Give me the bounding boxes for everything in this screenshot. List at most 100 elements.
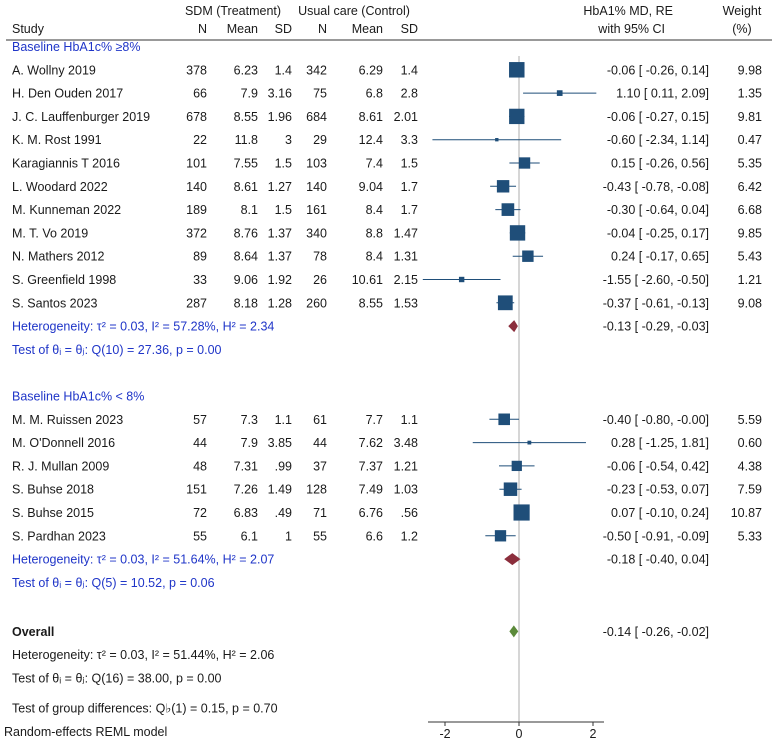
overall-test: Test of θᵢ = θⱼ: Q(16) = 38.00, p = 0.00: [12, 671, 222, 685]
treatment-sd: 1.27: [268, 180, 292, 194]
control-n: 26: [313, 273, 327, 287]
overall-label: Overall: [12, 625, 54, 639]
overall-diamond: [509, 625, 519, 638]
study-name: H. Den Ouden 2017: [12, 87, 123, 101]
effect-ci-text: -0.06 [ -0.54, 0.42]: [607, 459, 709, 473]
weight-value: 0.60: [738, 436, 762, 450]
weight-value: 9.08: [738, 296, 762, 310]
weight-value: 5.43: [738, 250, 762, 264]
control-mean: 7.4: [366, 157, 383, 171]
control-mean: 8.8: [366, 226, 383, 240]
weight-value: 1.35: [738, 87, 762, 101]
treatment-n: 678: [186, 110, 207, 124]
treatment-n: 48: [193, 459, 207, 473]
treatment-n: 55: [193, 529, 207, 543]
study-square: [497, 295, 513, 311]
axis-tick-label: 2: [590, 727, 597, 741]
study-name: S. Buhse 2015: [12, 506, 94, 520]
treatment-sd: 3: [285, 133, 292, 147]
control-sd: 1.03: [394, 483, 418, 497]
effect-ci-text: -1.55 [ -2.60, -0.50]: [603, 273, 709, 287]
control-n: 29: [313, 133, 327, 147]
treatment-mean: 6.1: [241, 529, 258, 543]
study-name: J. C. Lauffenburger 2019: [12, 110, 150, 124]
study-square: [501, 203, 515, 216]
effect-ci-text: 1.10 [ 0.11, 2.09]: [616, 87, 709, 101]
control-sd: 1.2: [401, 529, 418, 543]
treatment-sd: .49: [275, 506, 292, 520]
control-sd: 1.53: [394, 296, 418, 310]
treatment-sd: 1.5: [275, 157, 292, 171]
study-name: S. Greenfield 1998: [12, 273, 116, 287]
treatment-mean: 11.8: [235, 133, 258, 147]
control-n: 37: [313, 459, 327, 473]
control-n: 128: [306, 483, 327, 497]
header-group1: SDM (Treatment): [185, 4, 281, 18]
treatment-sd: 3.85: [268, 436, 292, 450]
treatment-mean: 8.55: [234, 110, 258, 124]
control-n: 161: [306, 203, 327, 217]
effect-ci-text: -0.37 [ -0.61, -0.13]: [603, 296, 709, 310]
study-name: R. J. Mullan 2009: [12, 459, 109, 473]
column-headers: SDM (Treatment) Usual care (Control) HbA…: [12, 4, 762, 36]
effect-ci-text: -0.40 [ -0.80, -0.00]: [603, 413, 709, 427]
control-sd: 1.5: [401, 157, 418, 171]
header-effect-2: with 95% CI: [597, 22, 665, 36]
control-mean: 8.55: [359, 296, 383, 310]
study-square: [509, 62, 525, 78]
treatment-mean: 8.18: [234, 296, 258, 310]
effect-ci-text: -0.43 [ -0.78, -0.08]: [603, 180, 709, 194]
study-name: S. Santos 2023: [12, 296, 98, 310]
treatment-n: 101: [186, 157, 207, 171]
weight-value: 9.81: [738, 110, 762, 124]
study-name: K. M. Rost 1991: [12, 133, 102, 147]
control-n: 342: [306, 63, 327, 77]
effect-ci-text: -0.04 [ -0.25, 0.17]: [607, 226, 709, 240]
treatment-sd: 1.96: [268, 110, 292, 124]
treatment-mean: 7.3: [241, 413, 258, 427]
effect-ci-text: -0.60 [ -2.34, 1.14]: [607, 133, 709, 147]
treatment-sd: 1.37: [268, 226, 292, 240]
subgroup-diamond: [504, 553, 521, 566]
weight-value: 7.59: [738, 483, 762, 497]
footnote: Random-effects REML model: [4, 725, 167, 739]
header-group2: Usual care (Control): [298, 4, 410, 18]
control-mean: 8.61: [359, 110, 383, 124]
control-n: 103: [306, 157, 327, 171]
weight-value: 10.87: [731, 506, 762, 520]
control-n: 684: [306, 110, 327, 124]
treatment-mean: 8.64: [234, 250, 258, 264]
study-name: S. Buhse 2018: [12, 483, 94, 497]
study-square: [503, 482, 518, 496]
treatment-sd: 1.4: [275, 63, 292, 77]
control-sd: 2.8: [401, 87, 418, 101]
control-sd: 3.48: [394, 436, 418, 450]
study-square: [513, 504, 530, 521]
treatment-n: 287: [186, 296, 207, 310]
header-study: Study: [12, 22, 45, 36]
treatment-mean: 8.61: [234, 180, 258, 194]
control-mean: 8.4: [366, 250, 383, 264]
control-mean: 7.37: [359, 459, 383, 473]
treatment-sd: 1.1: [275, 413, 292, 427]
study-name: M. T. Vo 2019: [12, 226, 88, 240]
treatment-n: 33: [193, 273, 207, 287]
overall-ci-text: -0.14 [ -0.26, -0.02]: [603, 625, 709, 639]
forest-rows: Baseline HbA1c% ≥8%A. Wollny 2019 378 6.23…: [12, 40, 762, 722]
header-mean2: Mean: [352, 22, 383, 36]
subgroup-heterogeneity: Heterogeneity: τ² = 0.03, I² = 57.28%, H…: [12, 320, 274, 334]
header-mean1: Mean: [227, 22, 258, 36]
effect-ci-text: 0.24 [ -0.17, 0.65]: [611, 250, 709, 264]
study-square: [522, 250, 534, 262]
treatment-mean: 7.26: [234, 483, 258, 497]
treatment-mean: 7.55: [234, 157, 258, 171]
treatment-sd: 3.16: [268, 87, 292, 101]
treatment-n: 57: [193, 413, 207, 427]
treatment-n: 72: [193, 506, 207, 520]
weight-value: 5.33: [738, 529, 762, 543]
header-effect-1: HbA1% MD, RE: [583, 4, 673, 18]
control-n: 55: [313, 529, 327, 543]
control-sd: 2.15: [394, 273, 418, 287]
control-n: 44: [313, 436, 327, 450]
weight-value: 4.38: [738, 459, 762, 473]
